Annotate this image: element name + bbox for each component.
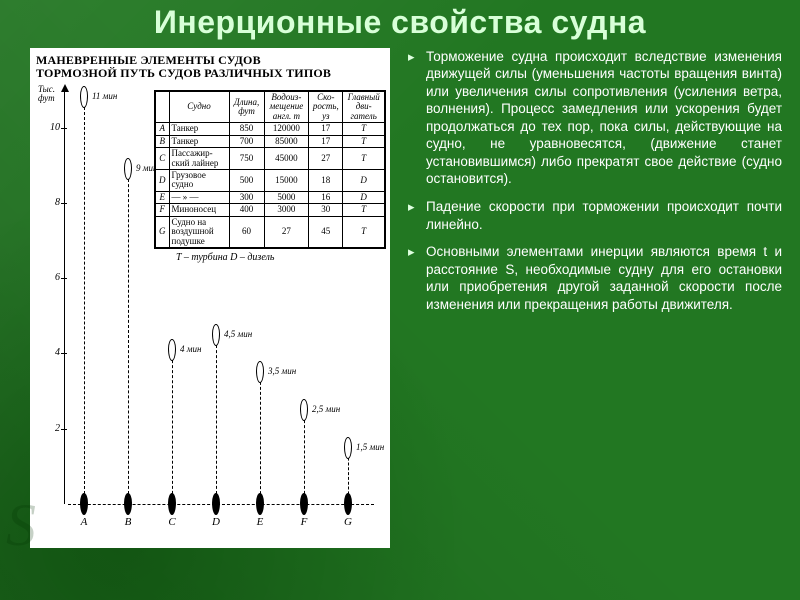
ships-table: СудноДлина, футВодоиз-мещение англ. тСко… xyxy=(154,90,386,249)
figure-heading: МАНЕВРЕННЫЕ ЭЛЕМЕНТЫ СУДОВ ТОРМОЗНОЙ ПУТ… xyxy=(36,54,384,80)
figure-heading-line1: МАНЕВРЕННЫЕ ЭЛЕМЕНТЫ СУДОВ xyxy=(36,53,261,67)
text-column: Торможение судна происходит вследствие и… xyxy=(408,48,782,548)
bullet-item: Торможение судна происходит вследствие и… xyxy=(408,48,782,188)
page-title: Инерционные свойства судна xyxy=(0,0,800,42)
bullet-item: Падение скорости при торможении происход… xyxy=(408,198,782,233)
figure-panel: МАНЕВРЕННЫЕ ЭЛЕМЕНТЫ СУДОВ ТОРМОЗНОЙ ПУТ… xyxy=(30,48,390,548)
bullet-list: Торможение судна происходит вследствие и… xyxy=(408,48,782,314)
chart-area: Тыс.фут24681011 минA9 минB4 минC4,5 минD… xyxy=(36,84,384,534)
bullet-item: Основными элементами инерции являются вр… xyxy=(408,243,782,313)
content-row: МАНЕВРЕННЫЕ ЭЛЕМЕНТЫ СУДОВ ТОРМОЗНОЙ ПУТ… xyxy=(0,42,800,558)
figure-heading-line2: ТОРМОЗНОЙ ПУТЬ СУДОВ РАЗЛИЧНЫХ ТИПОВ xyxy=(36,66,331,80)
